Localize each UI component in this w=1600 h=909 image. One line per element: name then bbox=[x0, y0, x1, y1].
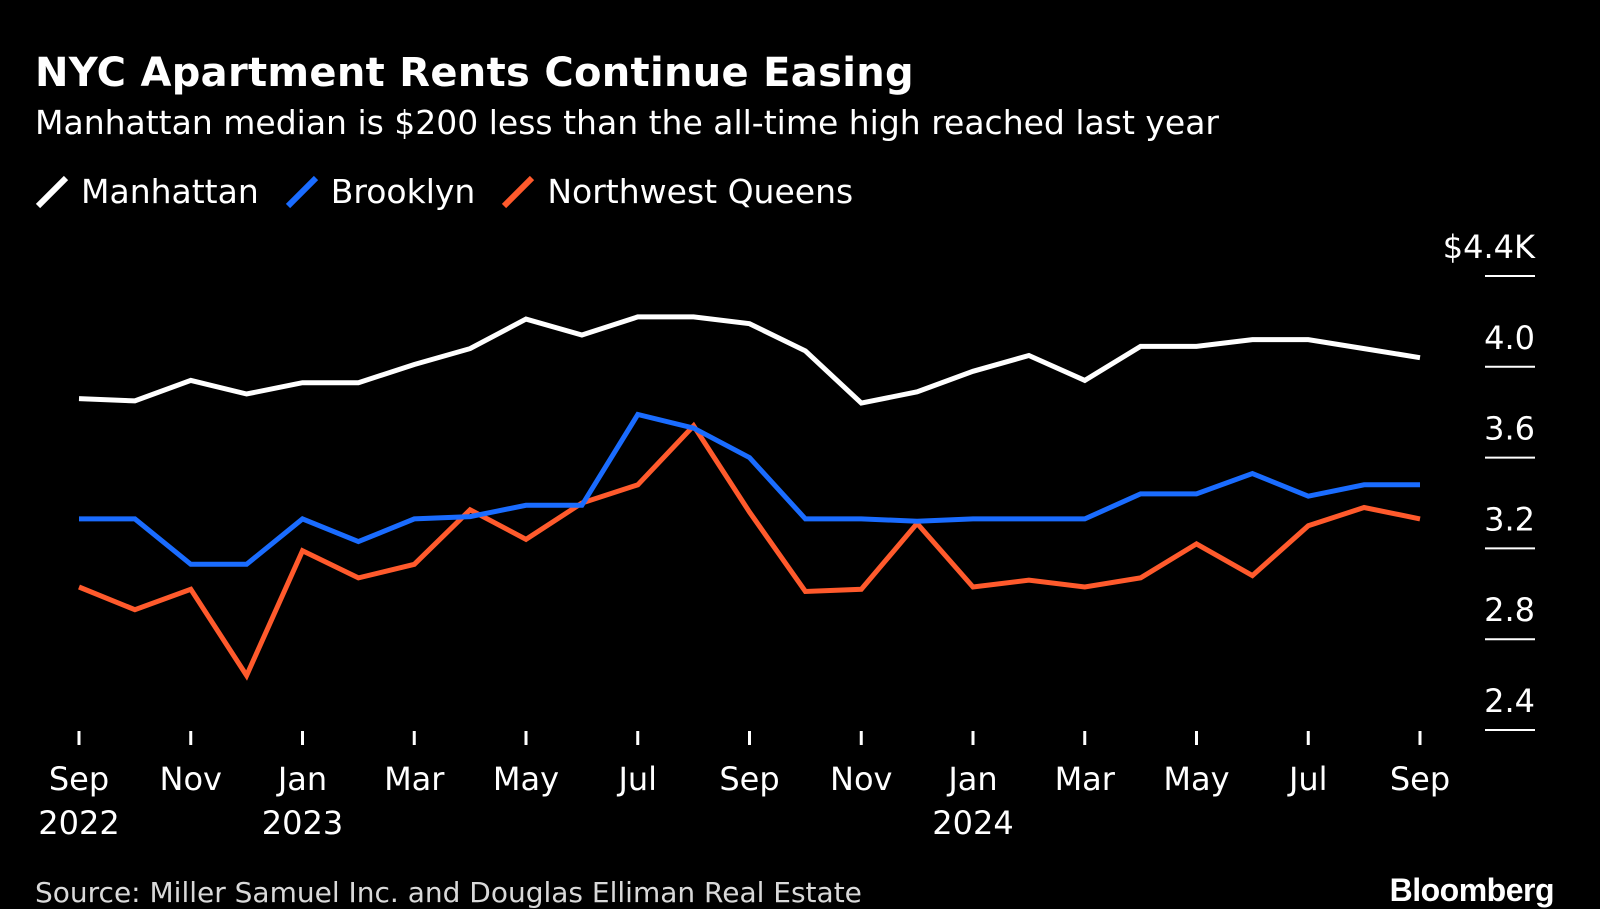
y-tick-label: 3.2 bbox=[1484, 500, 1535, 538]
series-line-northwest-queens bbox=[78, 421, 1421, 681]
x-tick-label: Jan bbox=[946, 760, 997, 798]
bloomberg-logo: Bloomberg bbox=[1389, 872, 1555, 908]
x-tick-label: Sep bbox=[49, 760, 109, 798]
x-tick-label: Jan bbox=[276, 760, 327, 798]
y-tick-label: 2.4 bbox=[1484, 682, 1535, 720]
x-tick-year-label: 2023 bbox=[262, 804, 343, 842]
x-tick-year-label: 2024 bbox=[932, 804, 1013, 842]
y-tick-label: 3.6 bbox=[1484, 410, 1535, 448]
x-tick-label: Nov bbox=[830, 760, 892, 798]
legend-swatch-brooklyn-icon bbox=[285, 175, 318, 208]
legend-label-brooklyn: Brooklyn bbox=[330, 172, 476, 211]
chart-title: NYC Apartment Rents Continue Easing bbox=[35, 50, 914, 96]
legend-swatch-manhattan-icon bbox=[35, 175, 69, 208]
series-line-brooklyn bbox=[79, 411, 1420, 567]
chart-subtitle: Manhattan median is $200 less than the a… bbox=[35, 103, 1219, 142]
x-tick-label: Mar bbox=[1055, 760, 1116, 798]
x-tick-label: Nov bbox=[160, 760, 222, 798]
legend: Manhattan Brooklyn Northwest Queens bbox=[35, 172, 879, 211]
x-tick-label: Jul bbox=[1287, 760, 1328, 798]
legend-label-manhattan: Manhattan bbox=[81, 172, 259, 211]
source-note: Source: Miller Samuel Inc. and Douglas E… bbox=[35, 876, 862, 909]
y-tick-label: 2.8 bbox=[1484, 591, 1535, 629]
legend-item-northwest-queens: Northwest Queens bbox=[501, 172, 853, 211]
x-tick-label: May bbox=[1163, 760, 1229, 798]
x-tick-label: Jul bbox=[616, 760, 657, 798]
legend-item-brooklyn: Brooklyn bbox=[285, 172, 476, 211]
y-tick-label: 4.0 bbox=[1484, 319, 1535, 357]
x-tick-label: Sep bbox=[719, 760, 779, 798]
legend-swatch-northwest-queens-icon bbox=[502, 175, 535, 208]
y-tick-label: $4.4K bbox=[1443, 228, 1536, 266]
legend-item-manhattan: Manhattan bbox=[35, 172, 259, 211]
x-tick-label: Sep bbox=[1390, 760, 1450, 798]
x-tick-label: Mar bbox=[384, 760, 445, 798]
legend-label-northwest-queens: Northwest Queens bbox=[547, 172, 854, 211]
x-tick-label: May bbox=[493, 760, 559, 798]
series-line-manhattan bbox=[78, 314, 1421, 406]
x-tick-year-label: 2022 bbox=[38, 804, 119, 842]
